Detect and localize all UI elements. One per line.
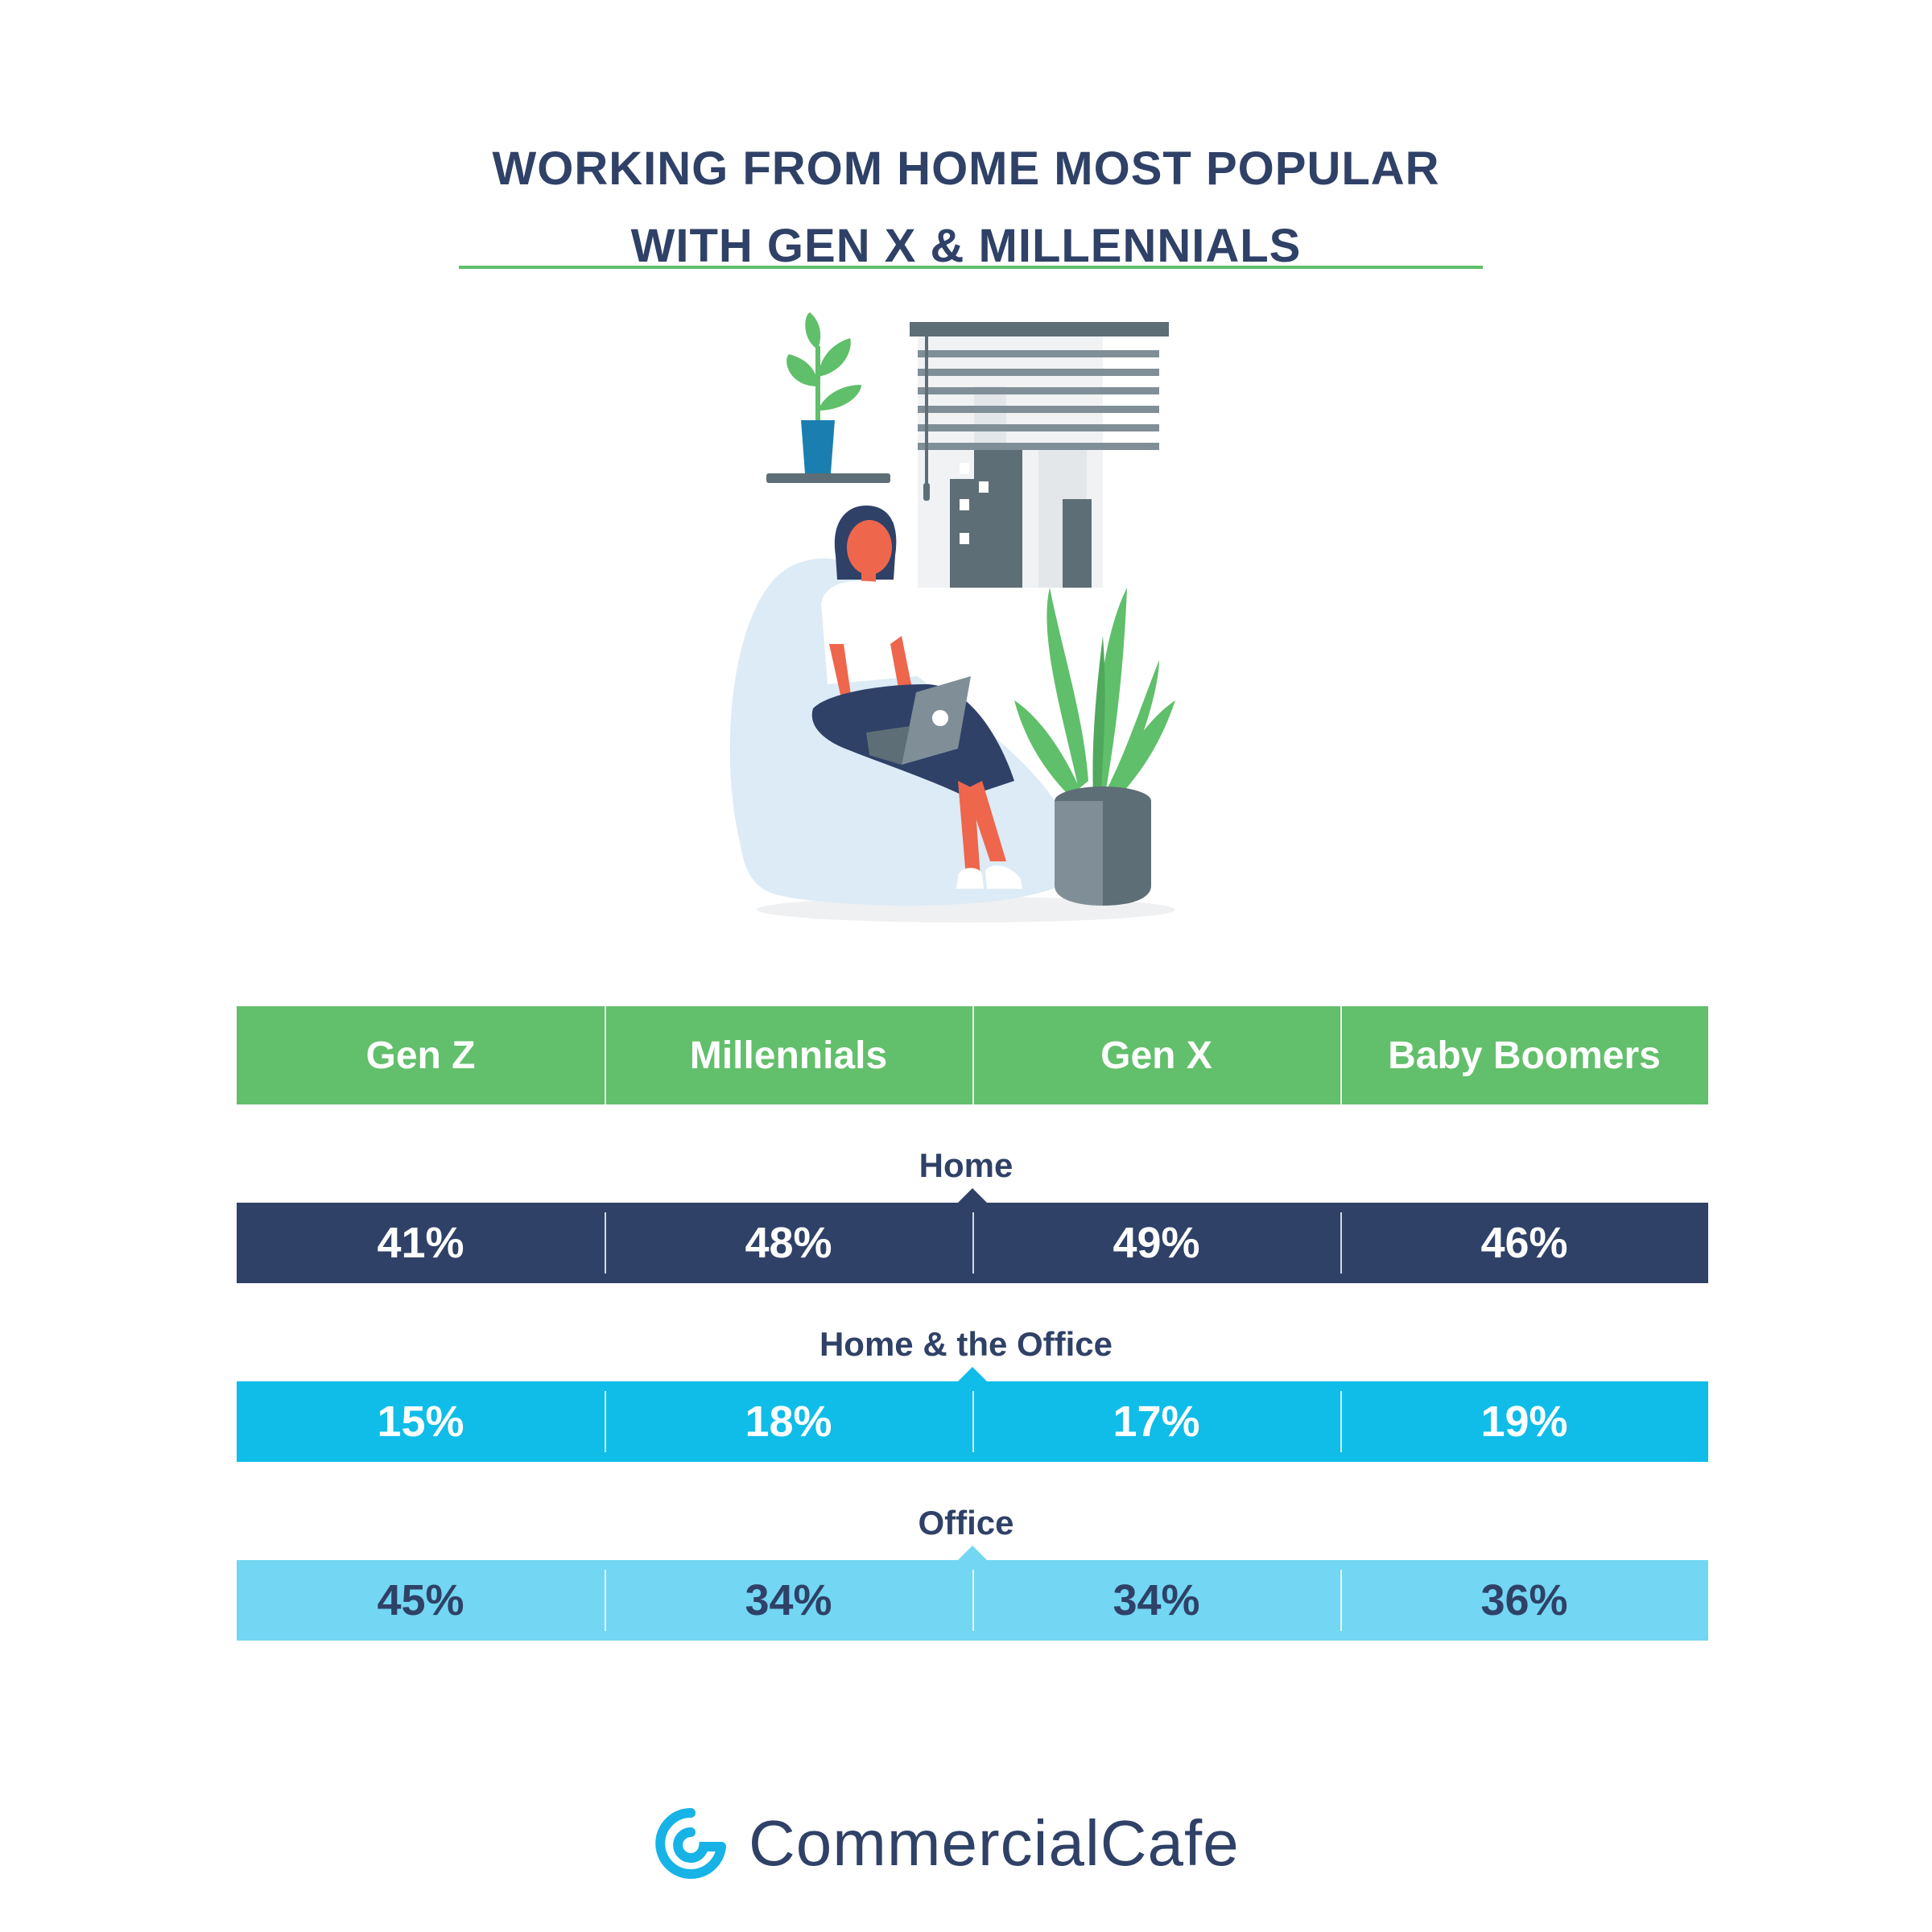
value-office-gen-x: 34% xyxy=(1113,1576,1200,1624)
row-home-and-office: 15% 18% 17% 19% xyxy=(237,1381,1708,1462)
title-line-2: WITH GEN X & MILLENNIALS xyxy=(630,220,1302,272)
row-label-home: Home xyxy=(919,1146,1013,1184)
row-divider xyxy=(605,1212,606,1274)
chart-title: WORKING FROM HOME MOST POPULAR WITH GEN … xyxy=(0,130,1932,285)
title-underline xyxy=(459,266,1483,269)
commercialcafe-logo-icon xyxy=(655,1808,726,1879)
value-office-baby-boomers: 36% xyxy=(1480,1576,1568,1624)
row-label-office: Office xyxy=(918,1504,1014,1542)
title-line-1: WORKING FROM HOME MOST POPULAR xyxy=(492,142,1440,195)
row-home: 41% 48% 49% 46% xyxy=(237,1203,1708,1283)
row-divider xyxy=(1340,1391,1342,1452)
row-office: 45% 34% 34% 36% xyxy=(237,1560,1708,1641)
column-header-gen-z: Gen Z xyxy=(365,1034,476,1077)
column-header-baby-boomers: Baby Boomers xyxy=(1388,1034,1661,1077)
row-pointer xyxy=(958,1367,987,1381)
column-header-millennials: Millennials xyxy=(689,1034,888,1077)
column-header-gen-x: Gen X xyxy=(1100,1034,1212,1077)
generation-header-row: Gen Z Millennials Gen X Baby Boomers xyxy=(237,1006,1708,1104)
value-home-office-gen-x: 17% xyxy=(1113,1397,1200,1446)
value-office-gen-z: 45% xyxy=(377,1576,464,1624)
work-from-home-illustration-icon xyxy=(729,312,1175,923)
row-divider xyxy=(972,1212,974,1274)
row-pointer xyxy=(958,1188,987,1203)
row-divider xyxy=(972,1391,974,1452)
row-pointer xyxy=(958,1546,987,1560)
brand-logo: CommercialCafe xyxy=(652,1803,1240,1884)
value-office-millennials: 34% xyxy=(745,1576,832,1624)
row-divider xyxy=(1340,1212,1342,1274)
value-home-baby-boomers: 46% xyxy=(1480,1219,1568,1267)
row-divider xyxy=(605,1570,606,1631)
value-home-office-gen-z: 15% xyxy=(377,1397,464,1446)
value-home-office-baby-boomers: 19% xyxy=(1480,1397,1568,1446)
row-divider xyxy=(1340,1570,1342,1631)
value-home-gen-x: 49% xyxy=(1113,1219,1200,1267)
row-divider xyxy=(605,1391,606,1452)
row-divider xyxy=(972,1570,974,1631)
value-home-gen-z: 41% xyxy=(377,1219,464,1267)
value-home-millennials: 48% xyxy=(745,1219,832,1267)
brand-name: CommercialCafe xyxy=(749,1807,1240,1879)
value-home-office-millennials: 18% xyxy=(745,1397,832,1446)
row-label-home-and-office: Home & the Office xyxy=(819,1325,1113,1363)
header-divider xyxy=(972,1006,974,1104)
header-divider xyxy=(1340,1006,1342,1104)
header-divider xyxy=(605,1006,606,1104)
